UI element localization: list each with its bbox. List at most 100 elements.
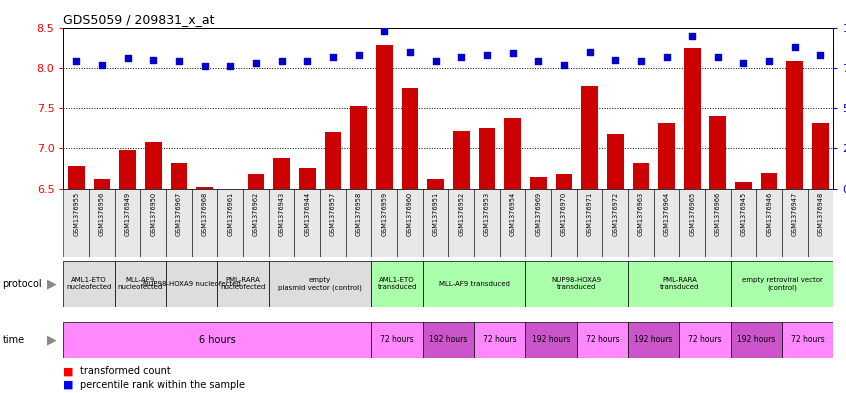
Text: GSM1376963: GSM1376963 [638,192,644,236]
Bar [63,322,371,358]
Bar [423,322,474,358]
Bar [119,150,136,189]
Bar [397,189,423,257]
Bar [761,173,777,189]
Text: GSM1376952: GSM1376952 [459,192,464,236]
Bar [710,116,726,189]
Text: PML-RARA
transduced: PML-RARA transduced [660,277,699,290]
Point [403,49,416,55]
Text: GSM1376948: GSM1376948 [817,192,823,236]
Point [737,60,750,66]
Text: GSM1376949: GSM1376949 [124,192,130,236]
Text: GSM1376960: GSM1376960 [407,192,413,236]
Text: GSM1376951: GSM1376951 [432,192,438,236]
Point [172,58,185,64]
Bar [427,179,444,189]
Bar [731,261,833,307]
Text: GSM1376947: GSM1376947 [792,192,798,236]
Point [377,28,391,34]
Text: GSM1376950: GSM1376950 [151,192,157,236]
Text: 6 hours: 6 hours [199,335,236,345]
Text: GSM1376954: GSM1376954 [509,192,515,236]
Text: 72 hours: 72 hours [791,336,825,344]
Point [480,52,493,58]
Bar [607,134,624,189]
Bar [628,189,654,257]
Bar [140,189,166,257]
Point [300,58,314,64]
Bar [269,189,294,257]
Text: 192 hours: 192 hours [532,336,570,344]
Bar [166,189,192,257]
Text: GSM1376966: GSM1376966 [715,192,721,236]
Bar [217,189,243,257]
Bar [808,189,833,257]
Text: GSM1376959: GSM1376959 [382,192,387,236]
Text: 192 hours: 192 hours [737,336,776,344]
Bar [63,189,89,257]
Point [95,61,108,68]
Text: GSM1376968: GSM1376968 [201,192,207,236]
Text: GSM1376956: GSM1376956 [99,192,105,236]
Bar [371,189,397,257]
Bar [782,189,808,257]
Point [685,33,699,39]
Text: 72 hours: 72 hours [380,336,414,344]
Bar [654,189,679,257]
Bar [602,189,628,257]
Text: ▶: ▶ [47,333,56,347]
Bar [525,261,628,307]
Text: GSM1376970: GSM1376970 [561,192,567,236]
Bar [320,189,346,257]
Bar [196,187,213,189]
Bar [115,261,166,307]
Text: empty retroviral vector
(control): empty retroviral vector (control) [742,277,822,291]
Text: percentile rank within the sample: percentile rank within the sample [80,380,245,390]
Bar [500,189,525,257]
Bar [371,261,423,307]
Text: GSM1376967: GSM1376967 [176,192,182,236]
Text: 72 hours: 72 hours [585,336,619,344]
Point [223,63,237,69]
Text: NUP98-HOXA9
transduced: NUP98-HOXA9 transduced [552,277,602,290]
Point [69,58,83,64]
Bar [166,261,217,307]
Text: GSM1376944: GSM1376944 [305,192,310,236]
Text: GSM1376964: GSM1376964 [663,192,669,236]
Text: MLL-AF9
nucleofected: MLL-AF9 nucleofected [118,277,163,290]
Bar [705,189,731,257]
Point [275,58,288,64]
Text: AML1-ETO
nucleofected: AML1-ETO nucleofected [67,277,112,290]
Bar [115,189,140,257]
Text: 192 hours: 192 hours [634,336,673,344]
Bar [731,189,756,257]
Point [531,58,545,64]
Bar [145,142,162,189]
Bar [628,322,679,358]
Bar [94,179,110,189]
Text: GSM1376965: GSM1376965 [689,192,695,236]
Text: GSM1376945: GSM1376945 [740,192,746,236]
Point [788,44,801,50]
Bar [294,189,320,257]
Point [198,63,212,69]
Bar [812,123,829,189]
Bar [577,322,628,358]
Bar [782,322,833,358]
Point [634,58,647,64]
Bar [192,189,217,257]
Point [608,57,622,63]
Text: GSM1376943: GSM1376943 [278,192,284,236]
Text: PML-RARA
nucleofected: PML-RARA nucleofected [221,277,266,290]
Point [429,58,442,64]
Bar [577,189,602,257]
Bar [628,261,731,307]
Bar [735,182,752,189]
Bar [346,189,371,257]
Point [146,57,160,63]
Bar [325,132,341,189]
Bar [171,163,187,189]
Point [352,52,365,58]
Bar [679,189,705,257]
Text: 72 hours: 72 hours [688,336,722,344]
